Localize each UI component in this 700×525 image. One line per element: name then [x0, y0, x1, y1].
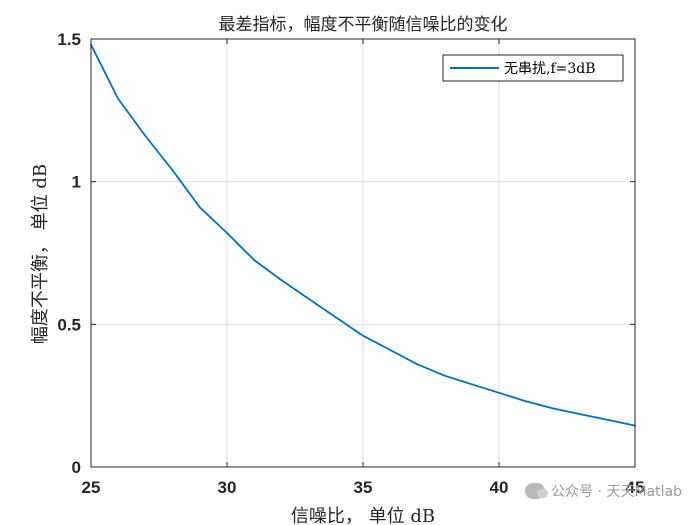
data-point [144, 135, 147, 137]
data-point [226, 232, 228, 234]
x-tick-label: 30 [218, 478, 237, 497]
data-point [470, 383, 473, 386]
chart-title: 最差指标，幅度不平衡随信噪比的变化 [219, 15, 508, 35]
data-point [579, 413, 582, 416]
y-tick-label: 0.5 [57, 315, 81, 334]
watermark-text: 公众号 · 天天Matlab [551, 484, 682, 500]
x-tick-label: 25 [82, 478, 101, 497]
tick-labels: 25 30 35 40 45 0 0.5 1 1.5 [57, 30, 644, 497]
data-point [443, 374, 446, 377]
data-point [389, 349, 392, 351]
data-point [498, 391, 500, 394]
data-point [334, 316, 337, 319]
y-tick-label: 0 [72, 458, 81, 477]
watermark: 公众号 · 天天Matlab [525, 481, 682, 501]
y-tick-label: 1.5 [57, 30, 81, 49]
series-layer [90, 43, 636, 427]
data-point [525, 400, 528, 403]
data-point [362, 334, 364, 337]
x-tick-label: 40 [490, 478, 509, 497]
data-point [606, 419, 609, 421]
data-point [198, 206, 201, 209]
data-point [307, 297, 310, 300]
legend: 无串扰,f=3dB [442, 54, 624, 82]
legend-entry-label: 无串扰,f=3dB [504, 61, 596, 77]
data-point [552, 407, 555, 410]
x-axis-label: 信噪比， 单位 dB [291, 506, 435, 525]
data-point [117, 98, 120, 100]
data-point [280, 279, 283, 282]
y-axis-label: 幅度不平衡， 单位 dB [30, 164, 51, 344]
grid [91, 39, 635, 467]
x-tick-label: 35 [354, 478, 373, 497]
data-point [253, 259, 256, 262]
y-tick-label: 1 [72, 173, 81, 192]
data-point [416, 363, 419, 366]
x-tick-label: 45 [626, 478, 645, 497]
axes [90, 38, 636, 468]
wechat-icon [525, 483, 549, 499]
data-point [171, 169, 174, 172]
